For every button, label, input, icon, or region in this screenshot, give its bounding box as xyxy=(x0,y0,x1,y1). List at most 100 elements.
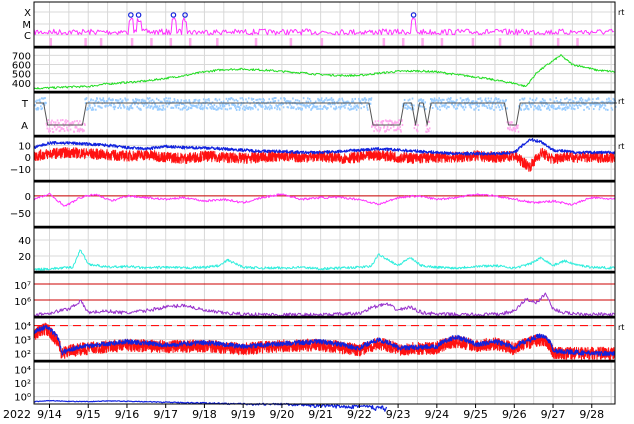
sector-point xyxy=(528,100,530,103)
sector-point xyxy=(548,108,551,111)
sector-point xyxy=(428,120,431,123)
sector-point xyxy=(600,104,603,107)
sector-point xyxy=(490,97,493,100)
sector-point xyxy=(451,103,453,106)
sector-point xyxy=(566,107,569,110)
sector-point xyxy=(529,104,532,107)
sector-point xyxy=(161,108,164,111)
sector-point xyxy=(333,103,336,106)
sector-point xyxy=(131,107,134,110)
sector-point xyxy=(47,119,50,122)
sector-point xyxy=(268,108,271,111)
sector-point xyxy=(379,126,382,129)
sector-point xyxy=(288,100,291,103)
sector-point xyxy=(486,106,489,109)
sector-point xyxy=(464,106,467,109)
sector-point xyxy=(369,102,372,105)
sector-point xyxy=(519,99,521,102)
sector-point xyxy=(244,108,246,111)
panel-frame xyxy=(33,227,616,273)
sector-point xyxy=(148,97,151,100)
sector-point xyxy=(593,102,596,105)
sector-point xyxy=(247,97,250,100)
sector-point xyxy=(156,108,159,111)
sector-point xyxy=(247,107,250,110)
sector-point xyxy=(448,106,450,109)
sector-point xyxy=(364,97,366,100)
sector-point xyxy=(68,124,71,127)
sector-point xyxy=(299,107,301,110)
flare-bar xyxy=(254,38,258,46)
ytick-label: 500 xyxy=(12,70,31,81)
sector-point xyxy=(256,98,259,101)
sector-point xyxy=(592,102,595,105)
sector-point xyxy=(83,122,86,125)
sector-point xyxy=(287,106,290,109)
sector-point xyxy=(86,108,88,111)
sector-point xyxy=(52,130,55,133)
sector-point xyxy=(262,100,265,103)
sector-point xyxy=(561,107,564,110)
sector-point xyxy=(317,97,319,100)
sector-point xyxy=(598,103,600,106)
sector-point xyxy=(168,103,171,106)
sector-point xyxy=(420,101,423,104)
sector-point xyxy=(195,104,198,107)
sector-point xyxy=(96,97,99,100)
sector-point xyxy=(459,97,462,100)
sector-point xyxy=(206,107,209,110)
sector-point xyxy=(272,98,274,101)
sector-point xyxy=(147,97,150,100)
ytick-label: 0 xyxy=(25,153,31,164)
sector-point xyxy=(205,106,208,109)
sector-point xyxy=(599,106,602,109)
xtick-label: 9/24 xyxy=(424,408,449,421)
sector-point xyxy=(431,98,434,101)
sector-point xyxy=(229,97,232,100)
sector-point xyxy=(517,124,519,127)
sector-point xyxy=(103,99,106,102)
sector-point xyxy=(308,97,311,100)
sector-point xyxy=(569,104,571,107)
sector-point xyxy=(200,102,203,105)
sector-point xyxy=(122,99,124,102)
sector-point xyxy=(334,107,337,110)
sector-point xyxy=(536,106,539,109)
ytick-label: 10⁴ xyxy=(14,365,31,376)
sector-point xyxy=(573,104,576,107)
sector-point xyxy=(152,106,155,109)
sector-point xyxy=(181,103,183,106)
sector-point xyxy=(495,97,497,100)
sector-point xyxy=(471,100,473,103)
sector-point xyxy=(61,127,64,130)
sector-point xyxy=(360,102,363,105)
sector-point xyxy=(599,104,602,107)
sector-point xyxy=(610,107,613,110)
sector-point xyxy=(186,108,188,111)
sector-point xyxy=(99,97,101,100)
sector-point xyxy=(330,97,333,100)
sector-point xyxy=(65,119,67,122)
sector-point xyxy=(567,101,570,104)
sector-point xyxy=(225,103,227,106)
sector-point xyxy=(393,129,395,132)
sector-point xyxy=(387,122,390,125)
sector-point xyxy=(474,100,477,103)
sector-point xyxy=(527,108,530,111)
sector-point xyxy=(214,107,216,110)
sector-point xyxy=(257,108,259,111)
sector-point xyxy=(506,107,508,110)
sector-point xyxy=(130,104,132,107)
data-layer xyxy=(33,12,617,412)
sector-point xyxy=(370,97,373,100)
sector-point xyxy=(605,108,607,111)
sector-point xyxy=(558,105,560,108)
sector-point xyxy=(219,102,221,105)
sector-point xyxy=(509,126,511,129)
sector-point xyxy=(552,107,555,110)
sector-point xyxy=(366,106,369,109)
sector-point xyxy=(381,122,384,125)
sector-point xyxy=(443,98,445,101)
sector-point xyxy=(80,122,83,125)
sector-point xyxy=(89,104,91,107)
